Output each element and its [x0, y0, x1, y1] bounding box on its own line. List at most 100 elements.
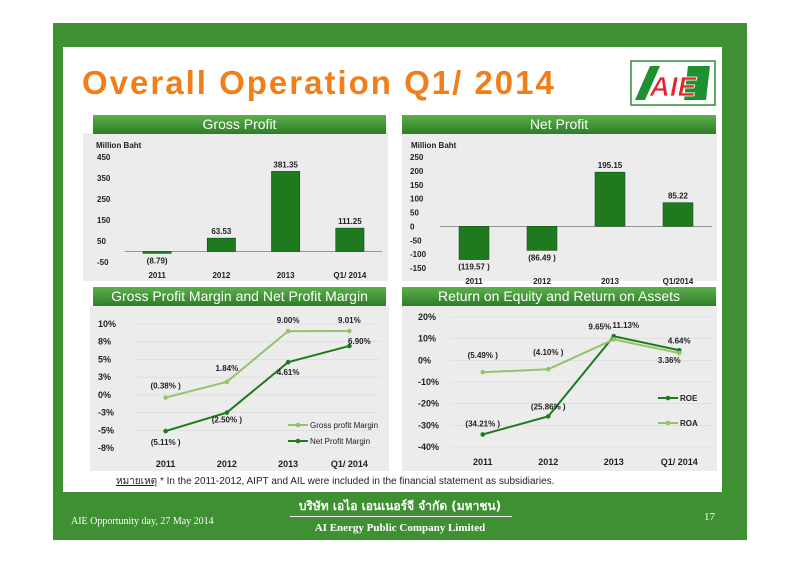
legend-label: ROE — [680, 394, 698, 403]
data-point — [347, 343, 352, 349]
x-tick-label: 2012 — [538, 457, 558, 467]
y-tick-label: 450 — [97, 153, 111, 162]
y-tick-label: -30% — [418, 420, 439, 430]
x-tick-label: 2011 — [465, 277, 483, 286]
y-tick-label: 50 — [97, 237, 106, 246]
y-tick-label: -150 — [410, 264, 427, 273]
series-line — [165, 344, 350, 433]
y-tick-label: -8% — [98, 443, 114, 453]
margin-panel — [90, 306, 389, 471]
y-tick-label: 5% — [98, 354, 111, 364]
y-tick-label: 8% — [98, 337, 111, 347]
y-tick-label: 250 — [410, 153, 424, 162]
data-point — [611, 333, 617, 339]
data-point — [347, 328, 352, 334]
data-label: (25.86% ) — [531, 402, 566, 411]
y-tick-label: -10% — [418, 377, 439, 387]
company-name-thai: บริษัท เอไอ เอนเนอร์จี จำกัด (มหาชน) — [298, 499, 502, 513]
legend-label: Net Profit Margin — [310, 437, 370, 446]
x-tick-label: 2011 — [148, 271, 166, 280]
y-tick-label: -20% — [418, 399, 439, 409]
data-point — [480, 369, 486, 375]
y-tick-label: 0% — [418, 355, 431, 365]
data-point — [285, 328, 291, 334]
y-tick-label: 200 — [410, 167, 424, 176]
data-label: (34.21% ) — [465, 419, 500, 428]
data-point — [545, 366, 551, 372]
data-point — [676, 350, 682, 356]
data-label: 9.65% — [588, 322, 611, 331]
y-tick-label: -50 — [410, 236, 422, 245]
x-tick-label: 2013 — [601, 277, 619, 286]
y-tick-label: 50 — [410, 209, 419, 218]
bar — [458, 226, 490, 260]
y-tick-label: 3% — [98, 372, 111, 382]
x-tick-label: 2012 — [533, 277, 551, 286]
data-label: (4.10% ) — [533, 348, 564, 357]
data-label: 381.35 — [273, 160, 298, 169]
data-point — [163, 395, 168, 400]
x-tick-label: 2013 — [278, 459, 298, 469]
bar — [206, 237, 236, 252]
y-tick-label: 100 — [410, 195, 424, 204]
data-label: 4.61% — [277, 368, 300, 377]
data-label: 85.22 — [668, 192, 689, 201]
bar — [662, 202, 694, 227]
event-label: AIE Opportunity day, 27 May 2014 — [71, 516, 214, 527]
data-point — [480, 432, 486, 437]
x-tick-label: 2012 — [217, 459, 237, 469]
data-label: 9.01% — [338, 316, 361, 325]
return-panel — [402, 306, 717, 471]
x-tick-label: 2011 — [156, 459, 176, 469]
y-tick-label: -40% — [418, 442, 439, 452]
data-label: 3.36% — [658, 356, 681, 365]
x-tick-label: 2012 — [212, 271, 230, 280]
y-tick-label: 10% — [418, 334, 436, 344]
series-line — [482, 335, 680, 436]
data-point — [611, 337, 617, 342]
y-tick-label: 10% — [98, 319, 116, 329]
y-tick-label: 0 — [410, 222, 415, 231]
data-point — [285, 359, 291, 365]
aie-logo-text: AIE — [649, 71, 698, 102]
y-tick-label: 150 — [410, 181, 424, 190]
y-tick-label: -3% — [98, 408, 114, 418]
legend-marker — [665, 395, 671, 401]
y-tick-label: -5% — [98, 425, 114, 435]
data-label: 6.90% — [348, 337, 371, 346]
data-label: (2.50% ) — [212, 416, 243, 425]
footnote-label: หมายเหตุ — [116, 476, 158, 487]
x-tick-label: Q1/2014 — [663, 277, 694, 286]
data-label: (5.11% ) — [151, 438, 181, 447]
data-label: 195.15 — [598, 161, 623, 170]
y-axis-title: Million Baht — [96, 141, 142, 150]
bar — [526, 226, 558, 251]
y-tick-label: 350 — [97, 174, 111, 183]
y-tick-label: 150 — [97, 216, 111, 225]
data-label: 1.84% — [216, 364, 239, 373]
x-tick-label: Q1/ 2014 — [333, 271, 366, 280]
legend-marker — [295, 422, 301, 428]
footer-divider — [290, 516, 512, 517]
margin-header: Gross Profit Margin and Net Profit Margi… — [93, 287, 386, 306]
gross-profit-panel — [83, 133, 388, 281]
data-label: (5.49% ) — [468, 351, 499, 360]
data-label: (86.49 ) — [528, 253, 556, 262]
y-tick-label: 20% — [418, 312, 436, 322]
footnote-text: * In the 2011-2012, AIPT and AIL were in… — [159, 476, 555, 487]
bar — [335, 227, 365, 252]
data-label: 4.64% — [668, 336, 691, 345]
x-tick-label: Q1/ 2014 — [661, 457, 698, 467]
data-label: (119.57 ) — [458, 263, 490, 272]
x-tick-label: 2013 — [277, 271, 295, 280]
bar — [142, 251, 172, 254]
slide-title: Overall Operation Q1/ 2014 — [82, 64, 556, 101]
net-profit-header: Net Profit — [402, 115, 716, 134]
y-tick-label: -50 — [97, 258, 109, 267]
page-number: 17 — [704, 511, 715, 523]
series-line — [165, 330, 350, 399]
data-point — [163, 428, 168, 434]
series-line — [482, 338, 680, 374]
x-tick-label: Q1/ 2014 — [331, 459, 368, 469]
